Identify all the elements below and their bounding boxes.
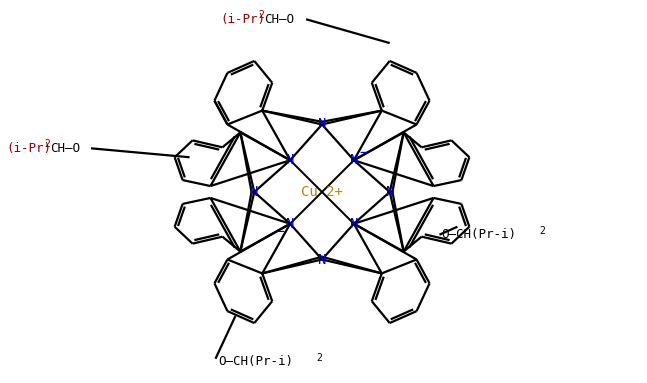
Text: (i-Pr): (i-Pr) — [6, 142, 51, 155]
Text: O—CH(Pr-i): O—CH(Pr-i) — [441, 228, 516, 241]
Text: N: N — [349, 153, 358, 167]
Text: 2: 2 — [258, 10, 264, 20]
Text: 2: 2 — [316, 353, 322, 363]
Text: 2: 2 — [539, 226, 545, 236]
Text: −: − — [359, 145, 368, 160]
Text: Cu 2+: Cu 2+ — [301, 185, 343, 199]
Text: O—CH(Pr-i): O—CH(Pr-i) — [219, 355, 294, 368]
Text: (i-Pr): (i-Pr) — [221, 13, 265, 26]
Text: N: N — [250, 185, 259, 199]
Text: N: N — [286, 217, 294, 231]
Text: 2: 2 — [44, 139, 50, 149]
Text: CH—O: CH—O — [264, 13, 294, 26]
Text: N: N — [386, 185, 394, 199]
Text: CH—O: CH—O — [50, 142, 80, 155]
Text: N: N — [286, 153, 294, 167]
Text: N: N — [318, 118, 326, 131]
Text: N: N — [349, 217, 358, 231]
Text: −: − — [276, 224, 285, 239]
Text: N: N — [318, 252, 326, 267]
